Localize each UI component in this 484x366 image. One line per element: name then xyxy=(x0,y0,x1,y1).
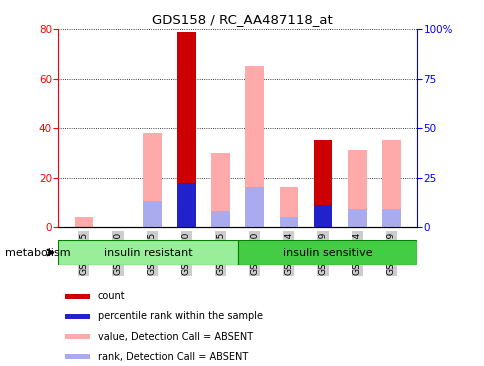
Bar xyxy=(237,240,416,265)
Bar xyxy=(347,209,366,227)
Bar xyxy=(347,150,366,227)
Bar xyxy=(65,354,90,359)
Text: metabolism: metabolism xyxy=(5,248,70,258)
Text: value, Detection Call = ABSENT: value, Detection Call = ABSENT xyxy=(98,332,253,341)
Text: insulin resistant: insulin resistant xyxy=(104,247,192,258)
Bar xyxy=(177,32,196,227)
Bar xyxy=(313,209,332,227)
Bar xyxy=(65,294,90,299)
Bar xyxy=(75,217,93,227)
Bar xyxy=(211,153,229,227)
Text: rank, Detection Call = ABSENT: rank, Detection Call = ABSENT xyxy=(98,352,248,362)
Text: GDS158 / RC_AA487118_at: GDS158 / RC_AA487118_at xyxy=(152,13,332,26)
Bar xyxy=(381,209,400,227)
Bar xyxy=(143,201,161,227)
Text: percentile rank within the sample: percentile rank within the sample xyxy=(98,311,262,321)
Bar xyxy=(381,141,400,227)
Bar xyxy=(279,187,298,227)
Text: insulin sensitive: insulin sensitive xyxy=(282,247,371,258)
Bar xyxy=(65,314,90,319)
Bar xyxy=(211,211,229,227)
Text: count: count xyxy=(98,291,125,301)
Bar xyxy=(313,141,332,227)
Bar xyxy=(245,66,264,227)
Bar xyxy=(177,209,196,227)
Bar xyxy=(177,183,196,227)
Bar xyxy=(65,334,90,339)
Bar xyxy=(279,217,298,227)
Bar xyxy=(245,187,264,227)
Bar xyxy=(313,205,332,227)
Bar xyxy=(143,133,161,227)
Bar xyxy=(58,240,237,265)
